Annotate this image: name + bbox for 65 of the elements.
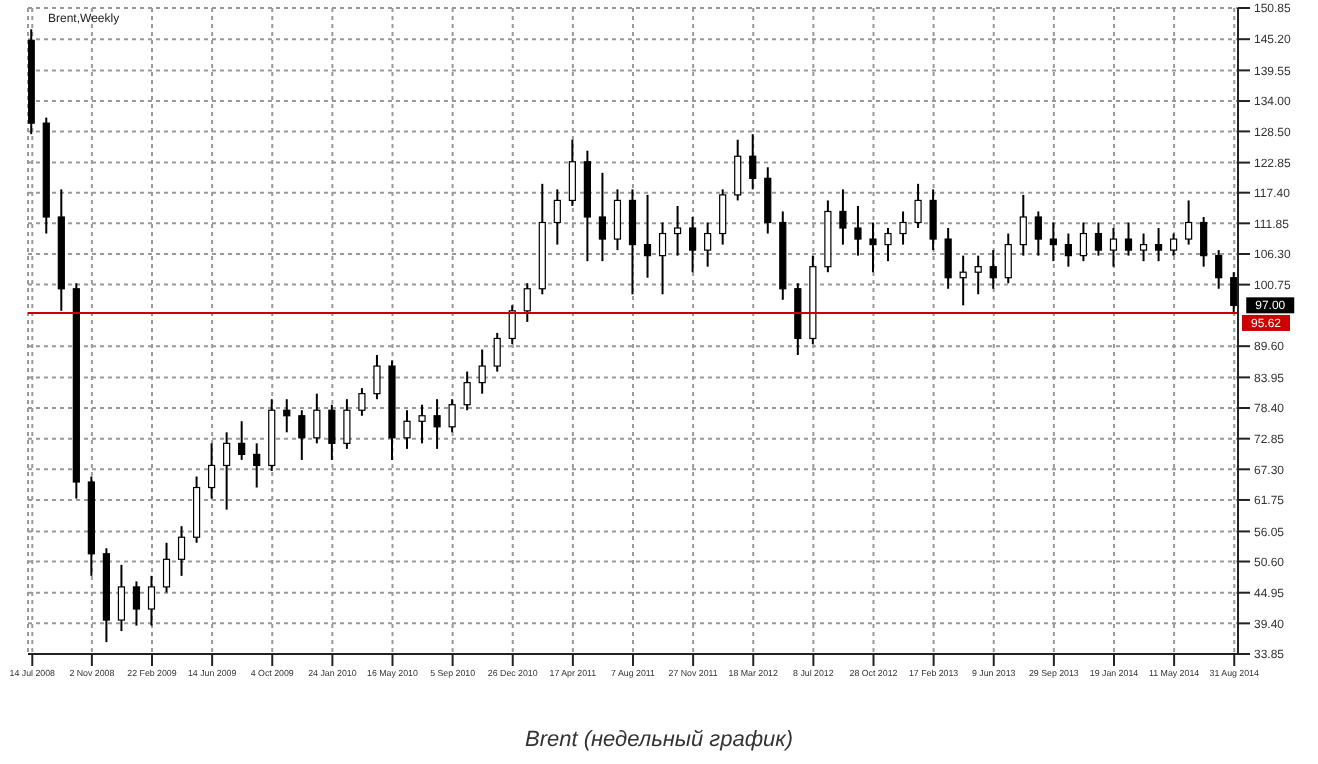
candlestick <box>508 304 516 345</box>
candlestick <box>493 331 501 373</box>
candlestick <box>343 398 351 450</box>
candlestick <box>208 442 216 500</box>
candlestick <box>764 166 772 235</box>
text: Brent (недельный график) <box>522 728 796 752</box>
candlestick <box>1215 249 1223 290</box>
candlestick <box>643 193 652 279</box>
candlestick <box>1185 199 1193 246</box>
candlestick <box>433 398 441 450</box>
candlestick <box>373 354 381 401</box>
candlestick <box>1154 227 1163 263</box>
candlestick <box>1064 232 1072 268</box>
candlestick <box>1170 232 1178 257</box>
candlestick <box>854 204 862 257</box>
candlestick <box>944 227 952 290</box>
candlestick <box>403 409 411 450</box>
candlestick <box>1200 215 1208 268</box>
candlestick <box>839 188 847 246</box>
candlestick <box>704 221 712 268</box>
candlestick <box>734 138 742 202</box>
candlestick <box>1019 193 1027 257</box>
candlestick <box>689 215 697 274</box>
candlestick <box>147 574 156 627</box>
candlestick <box>162 541 171 594</box>
candlestick <box>298 409 306 461</box>
candlestick <box>1139 232 1148 263</box>
candlestick <box>1049 221 1057 263</box>
candlestick <box>448 398 456 434</box>
candlestick <box>117 563 126 633</box>
candlestick <box>1034 210 1042 257</box>
candlestick <box>553 188 561 246</box>
candlestick <box>478 348 486 395</box>
candlestick <box>719 188 727 246</box>
candlestick <box>1230 271 1238 313</box>
candlestick <box>177 525 186 577</box>
candlestick <box>929 188 937 252</box>
candlestick <box>673 204 682 257</box>
candlestick <box>884 227 892 263</box>
candlestick <box>253 442 261 489</box>
candlestick <box>223 431 231 511</box>
candlestick <box>132 580 141 627</box>
candlestick <box>1094 221 1103 257</box>
candlestick <box>358 387 366 417</box>
candlestick <box>418 403 426 445</box>
candlestick <box>598 171 607 263</box>
candlestick <box>869 221 877 274</box>
candlestick <box>523 282 531 323</box>
candlestick <box>658 221 667 296</box>
candlestick <box>613 188 622 252</box>
candlestick <box>899 210 907 246</box>
candlestick <box>749 133 757 191</box>
candlestick <box>463 370 471 412</box>
candlestick <box>1004 232 1012 285</box>
candlestick <box>328 403 336 461</box>
candlestick <box>1124 221 1133 257</box>
candlestick <box>974 254 982 296</box>
candlestick <box>313 392 321 445</box>
candlestick <box>914 182 922 230</box>
candlestick <box>568 138 576 207</box>
candlestick <box>989 249 997 290</box>
candlestick <box>1079 221 1088 263</box>
candlestick <box>628 188 637 296</box>
candlestick <box>1109 227 1118 268</box>
candlestick <box>238 420 246 461</box>
